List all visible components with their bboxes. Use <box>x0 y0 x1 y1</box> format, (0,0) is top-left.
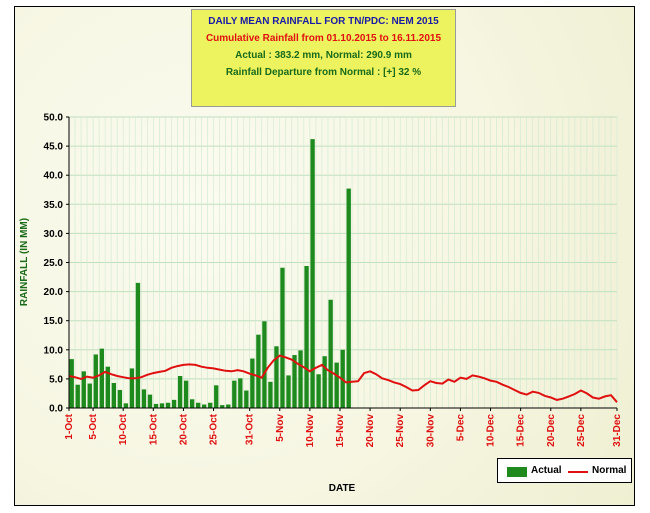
x-tick-label: 15-Dec <box>516 414 527 447</box>
actual-bar <box>75 384 80 408</box>
actual-bar <box>226 404 231 408</box>
actual-bar <box>256 334 261 408</box>
x-tick-label: 30-Nov <box>425 414 436 448</box>
x-tick-label: 10-Nov <box>305 414 316 448</box>
actual-bar <box>81 371 86 408</box>
actual-bar <box>135 282 141 408</box>
x-tick-label: 31-Dec <box>612 414 623 447</box>
y-tick-label: 5.0 <box>49 374 63 385</box>
actual-bar <box>298 350 303 408</box>
y-tick-label: 20.0 <box>44 287 64 298</box>
y-tick-label: 45.0 <box>44 142 64 153</box>
actual-bar <box>292 355 297 408</box>
x-tick-label: 25-Nov <box>395 414 406 448</box>
actual-bar <box>87 383 92 408</box>
x-tick-label: 20-Oct <box>178 413 189 445</box>
x-tick-label: 10-Dec <box>486 414 497 447</box>
actual-bar <box>310 139 315 408</box>
x-tick-label: 5-Oct <box>88 413 99 439</box>
actual-bar <box>322 356 327 408</box>
actual-bar <box>69 359 74 408</box>
y-tick-labels: 0.0 5.0 10.0 15.0 20.0 25.0 30.0 35.0 40.0 45.0 50… <box>44 113 69 415</box>
actual-bar <box>274 346 279 408</box>
y-tick-label: 30.0 <box>44 229 64 240</box>
normal-line <box>68 354 618 403</box>
y-tick-label: 15.0 <box>44 316 64 327</box>
y-axis-label: RAINFALL (IN MM) <box>19 218 30 306</box>
x-tick-label: 20-Dec <box>546 414 557 447</box>
actual-normal-summary: Actual : 383.2 mm, Normal: 290.9 mm <box>235 50 412 61</box>
actual-bar <box>202 404 207 408</box>
actual-bar <box>268 381 273 408</box>
actual-bar <box>334 362 339 408</box>
legend-actual-label: Actual <box>531 465 562 476</box>
actual-bar <box>244 390 249 408</box>
actual-bar <box>111 382 117 408</box>
actual-bar <box>183 380 189 408</box>
actual-bar <box>129 368 135 408</box>
actual-bar <box>280 267 285 408</box>
x-tick-label: 1-Oct <box>64 413 75 439</box>
actual-bar <box>99 348 104 408</box>
legend: Actual Normal <box>497 458 632 483</box>
actual-bar <box>208 402 213 408</box>
normal-line-layer <box>68 354 618 403</box>
y-tick-label: 50.0 <box>44 113 64 124</box>
y-tick-label: 35.0 <box>44 200 64 211</box>
actual-bar <box>316 374 321 408</box>
actual-bar <box>147 394 153 408</box>
actual-bar <box>286 375 291 408</box>
legend-actual-swatch <box>507 467 527 477</box>
y-tick-label: 0.0 <box>49 404 63 415</box>
actual-bar <box>196 402 201 408</box>
actual-bar <box>328 299 333 408</box>
x-tick-label: 31-Oct <box>245 413 256 445</box>
actual-bar <box>165 402 171 408</box>
x-tick-label: 15-Nov <box>335 414 346 448</box>
actual-bar <box>262 321 267 408</box>
actual-bar <box>159 403 165 408</box>
legend-normal-label: Normal <box>592 465 627 476</box>
y-tick-label: 10.0 <box>44 345 64 356</box>
cumulative-period: Cumulative Rainfall from 01.10.2015 to 1… <box>205 33 442 44</box>
actual-bar <box>346 188 351 408</box>
actual-bar <box>117 389 123 408</box>
x-tick-label: 5-Nov <box>275 414 286 442</box>
actual-bar <box>141 389 147 408</box>
x-tick-label: 5-Dec <box>455 414 466 442</box>
y-tick-label: 40.0 <box>44 171 64 182</box>
actual-bars <box>69 139 351 408</box>
actual-bar <box>177 375 183 408</box>
actual-bar <box>123 403 129 408</box>
actual-bar <box>220 405 225 408</box>
x-tick-label: 15-Oct <box>148 413 159 445</box>
chart-title: DAILY MEAN RAINFALL FOR TN/PDC: NEM 2015 <box>208 16 439 27</box>
actual-bar <box>153 403 159 408</box>
x-tick-label: 25-Oct <box>209 413 220 445</box>
x-tick-label: 25-Dec <box>576 414 587 447</box>
legend-normal-swatch <box>568 471 588 473</box>
actual-bar <box>232 380 237 408</box>
departure-summary: Rainfall Departure from Normal : [+] 32 … <box>225 67 422 78</box>
actual-bar <box>189 399 195 408</box>
actual-bar <box>214 385 219 408</box>
actual-bar <box>250 358 255 408</box>
y-tick-label: 25.0 <box>44 258 64 269</box>
x-tick-labels: 1-Oct 5-Oct 10-Oct 15-Oct 20-Oct 25-Oct 31-Oct… <box>64 408 623 447</box>
title-box: DAILY MEAN RAINFALL FOR TN/PDC: NEM 2015… <box>191 9 456 107</box>
actual-bar <box>171 399 177 408</box>
x-axis-label: DATE <box>329 483 356 494</box>
x-tick-label: 20-Nov <box>365 414 376 448</box>
actual-bar <box>93 354 98 408</box>
actual-bar <box>238 378 243 408</box>
actual-bar <box>304 265 309 408</box>
actual-bar <box>105 366 111 408</box>
x-tick-label: 10-Oct <box>118 413 129 445</box>
